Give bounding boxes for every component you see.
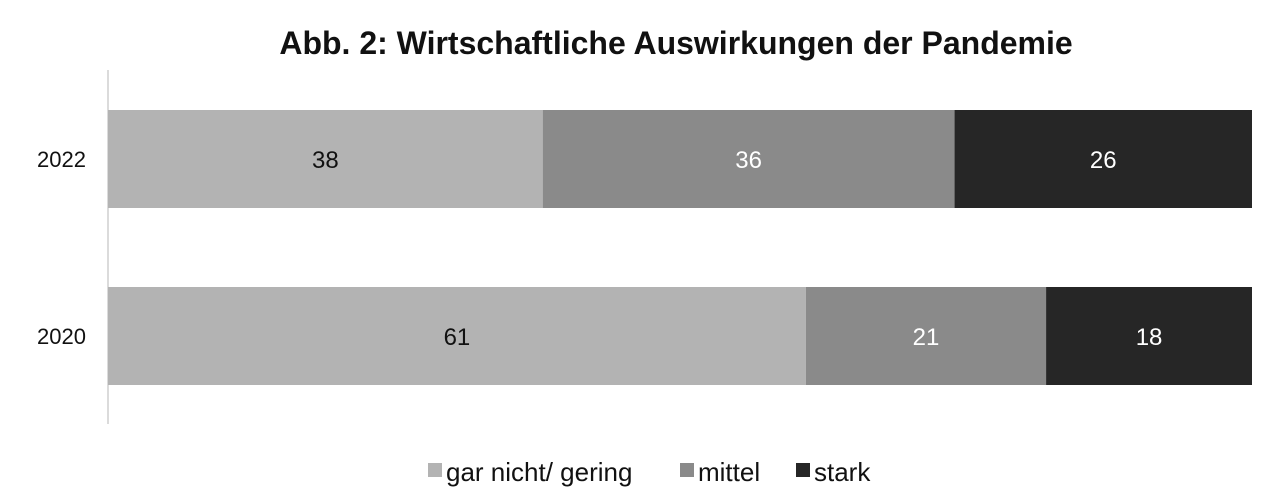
bar-segment [954, 110, 1252, 208]
data-label: 26 [1090, 147, 1117, 174]
legend: gar nicht/ gering mittel stark [428, 457, 871, 487]
bar-segment [805, 287, 1047, 385]
bar-segment [1046, 287, 1252, 385]
legend-swatch [680, 463, 694, 477]
data-label: 38 [312, 147, 339, 174]
chart-title: Abb. 2: Wirtschaftliche Auswirkungen der… [279, 25, 1072, 61]
legend-label: stark [814, 457, 871, 487]
category-label: 2020 [37, 324, 86, 349]
data-label: 36 [735, 147, 762, 174]
data-label: 61 [444, 324, 471, 351]
bar-segment [542, 110, 955, 208]
data-label: 18 [1136, 324, 1163, 351]
data-label: 21 [913, 324, 940, 351]
legend-swatch [428, 463, 442, 477]
legend-swatch [796, 463, 810, 477]
legend-label: gar nicht/ gering [446, 457, 632, 487]
legend-label: mittel [698, 457, 760, 487]
category-label: 2022 [37, 147, 86, 172]
bar-segment [108, 110, 543, 208]
bar-segment [108, 287, 806, 385]
bars-group: 2022 38 36 26 2020 61 21 18 [37, 110, 1252, 385]
